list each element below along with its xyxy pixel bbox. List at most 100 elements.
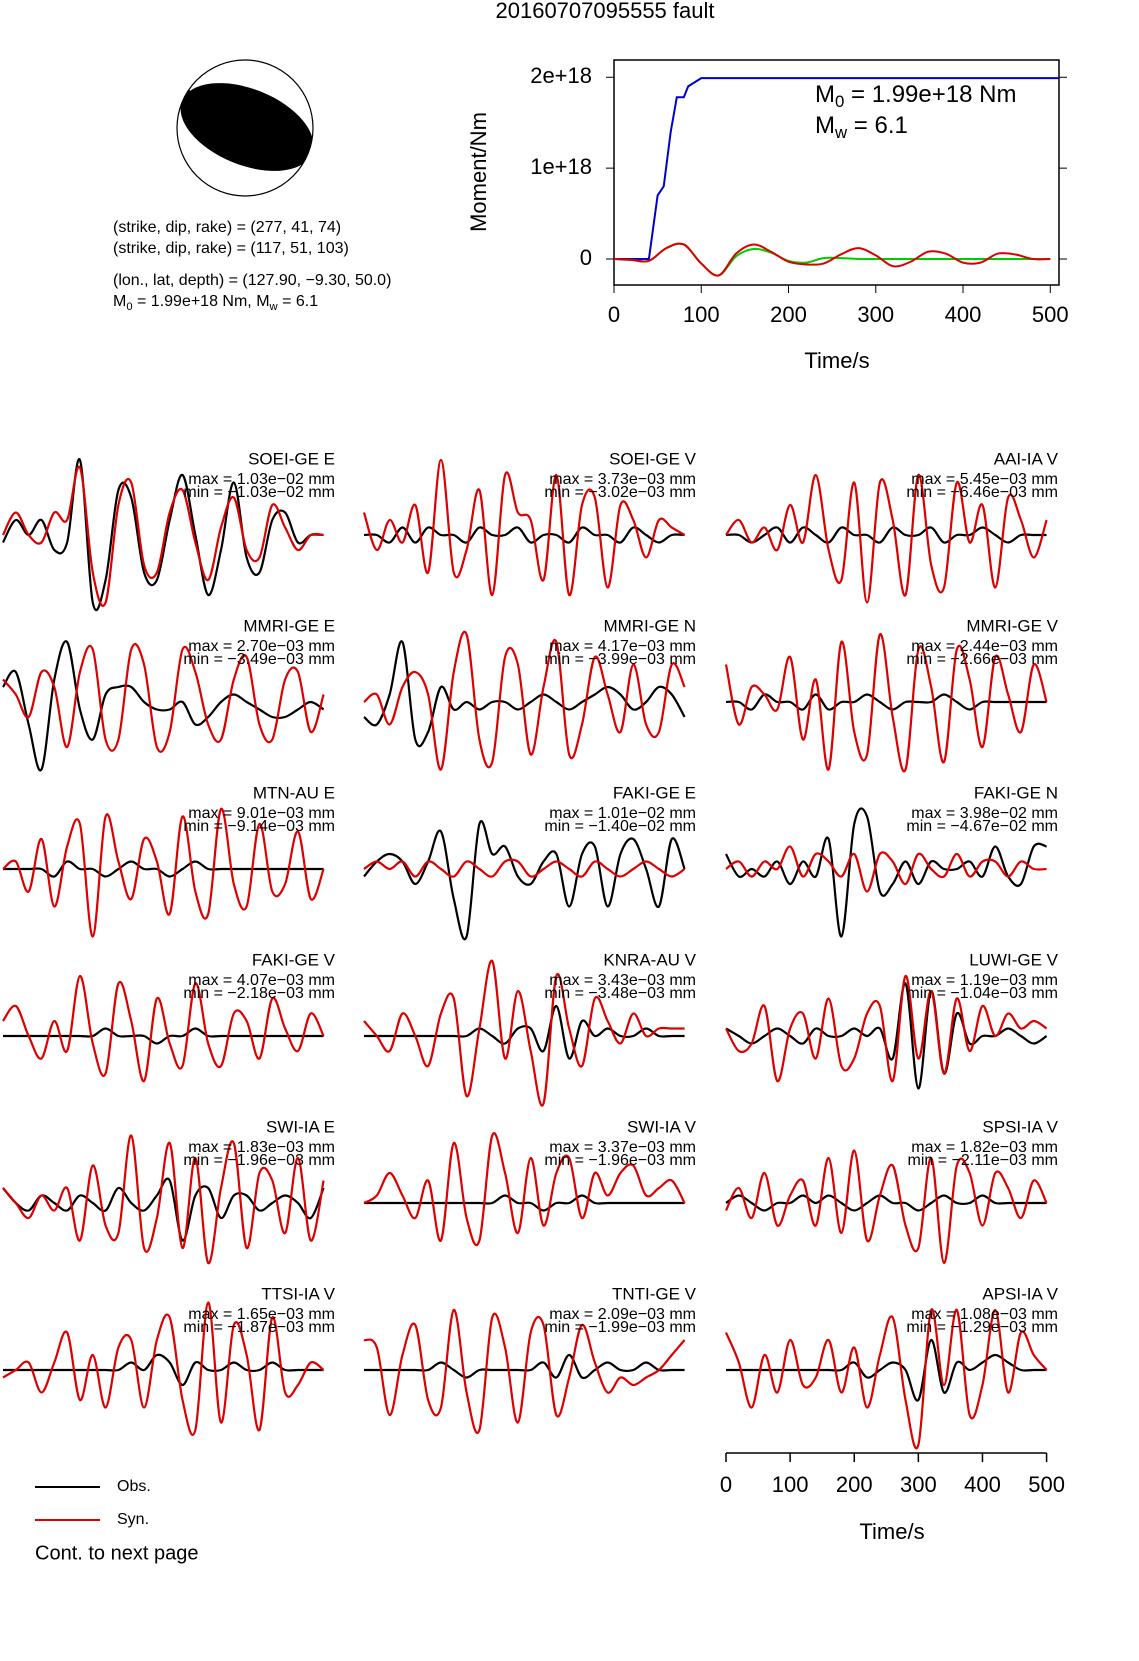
x-tick-label: 500 bbox=[1028, 1472, 1065, 1497]
text-part: = 1.99e+18 Nm bbox=[844, 81, 1016, 108]
station-label: SOEI-GE V bbox=[609, 449, 697, 468]
max-label: max = 2.09e−03 mm bbox=[549, 1306, 696, 1323]
station-label: TNTI-GE V bbox=[612, 1284, 697, 1303]
station-label: SPSI-IA V bbox=[982, 1117, 1058, 1136]
subscript: w bbox=[834, 124, 848, 143]
mechanism-line: (strike, dip, rake) = (117, 51, 103) bbox=[113, 240, 349, 257]
obs-trace bbox=[2, 640, 325, 772]
station-label: SOEI-GE E bbox=[248, 449, 335, 468]
station-label: FAKI-GE E bbox=[613, 783, 696, 802]
syn-trace bbox=[2, 974, 325, 1083]
max-label: max = 1.83e−03 mm bbox=[188, 1139, 335, 1156]
page-title: 20160707095555 fault bbox=[496, 0, 715, 23]
max-label: max = 4.17e−03 mm bbox=[549, 638, 696, 655]
syn-trace bbox=[725, 473, 1048, 604]
min-label: min = −1.96e−03 mm bbox=[544, 1152, 696, 1169]
text-part: = 6.1 bbox=[278, 293, 319, 310]
max-label: max = 4.07e−03 mm bbox=[188, 972, 335, 989]
station-label: KNRA-AU V bbox=[603, 950, 696, 969]
min-label: min = −3.49e−03 mm bbox=[183, 651, 335, 668]
obs-trace bbox=[725, 982, 1048, 1090]
max-label: max = 2.70e−03 mm bbox=[188, 638, 335, 655]
min-label: min = −3.48e−03 mm bbox=[544, 985, 696, 1002]
station-label: TTSI-IA V bbox=[261, 1284, 335, 1303]
syn-trace bbox=[2, 1301, 325, 1436]
station-label: SWI-IA V bbox=[627, 1117, 697, 1136]
station-label: MMRI-GE E bbox=[243, 616, 335, 635]
station-label: MMRI-GE N bbox=[603, 616, 696, 635]
x-tick-label: 300 bbox=[857, 302, 894, 327]
station-label: MMRI-GE V bbox=[966, 616, 1058, 635]
min-label: min = −1.03e−02 mm bbox=[183, 484, 335, 501]
min-label: min = −6.46e−03 mm bbox=[906, 484, 1058, 501]
obs-trace bbox=[3, 1027, 324, 1045]
obs-trace bbox=[2, 1177, 325, 1242]
max-label: max = 3.37e−03 mm bbox=[549, 1139, 696, 1156]
syn-trace bbox=[725, 974, 1048, 1083]
max-label: max = 1.08e−03 mm bbox=[911, 1306, 1058, 1323]
syn-trace bbox=[2, 643, 325, 753]
max-label: max = 3.43e−03 mm bbox=[549, 972, 696, 989]
min-label: min = −9.14e−03 mm bbox=[183, 818, 335, 835]
legend-label: Syn. bbox=[117, 1511, 149, 1528]
obs-trace bbox=[725, 1194, 1047, 1212]
syn-trace bbox=[363, 858, 686, 878]
syn-trace bbox=[725, 845, 1047, 893]
mechanism-line: (strike, dip, rake) = (277, 41, 74) bbox=[113, 219, 341, 236]
x-tick-label: 400 bbox=[945, 302, 982, 327]
x-tick-label: 0 bbox=[608, 302, 620, 327]
station-label: SWI-IA E bbox=[266, 1117, 335, 1136]
max-label: max = 3.73e−03 mm bbox=[549, 471, 696, 488]
annotation: M0 = 1.99e+18 Nm bbox=[815, 81, 1016, 111]
obs-trace bbox=[363, 1353, 685, 1380]
obs-trace bbox=[2, 1353, 324, 1387]
x-axis-label: Time/s bbox=[859, 1519, 924, 1544]
obs-trace bbox=[725, 693, 1047, 711]
subscript: 0 bbox=[835, 93, 844, 112]
syn-trace bbox=[2, 465, 324, 607]
max-label: max = 3.98e−02 mm bbox=[911, 805, 1058, 822]
syn-trace bbox=[2, 807, 325, 938]
plot-frame bbox=[613, 59, 1060, 286]
subscript: 0 bbox=[126, 301, 132, 313]
syn-trace bbox=[725, 1149, 1048, 1265]
x-tick-label: 300 bbox=[900, 1472, 937, 1497]
y-tick-label: 0 bbox=[580, 245, 592, 270]
text-part: = 6.1 bbox=[847, 112, 908, 139]
station-label: FAKI-GE V bbox=[252, 950, 336, 969]
station-label: MTN-AU E bbox=[253, 783, 335, 802]
x-tick-label: 200 bbox=[770, 302, 807, 327]
max-label: max = 1.65e−03 mm bbox=[188, 1306, 335, 1323]
x-tick-label: 200 bbox=[836, 1472, 873, 1497]
beachball bbox=[176, 59, 314, 197]
min-label: min = −1.40e−02 mm bbox=[544, 818, 696, 835]
syn-trace bbox=[724, 1308, 1048, 1450]
min-label: min = −1.99e−03 mm bbox=[544, 1319, 696, 1336]
mechanism-line: (lon., lat, depth) = (127.90, −9.30, 50.… bbox=[113, 272, 391, 289]
x-tick-label: 100 bbox=[683, 302, 720, 327]
syn-trace bbox=[363, 959, 685, 1107]
annotation: Mw = 6.1 bbox=[815, 112, 908, 142]
footer-note: Cont. to next page bbox=[35, 1542, 198, 1564]
min-label: min = −2.11e−03 mm bbox=[908, 1152, 1058, 1169]
min-label: min = −3.99e−03 mm bbox=[544, 651, 696, 668]
annotation: M0 = 1.99e+18 Nm, Mw = 6.1 bbox=[113, 293, 318, 313]
min-label: min = −1.29e−03 mm bbox=[906, 1319, 1058, 1336]
y-tick-label: 2e+18 bbox=[530, 63, 592, 88]
x-tick-label: 100 bbox=[772, 1472, 809, 1497]
text-part: M bbox=[815, 81, 835, 108]
min-label: min = −4.67e−02 mm bbox=[906, 818, 1058, 835]
station-label: AAI-IA V bbox=[994, 449, 1059, 468]
syn-trace bbox=[724, 633, 1048, 773]
obs-trace bbox=[363, 820, 686, 941]
obs-trace bbox=[725, 526, 1047, 544]
y-tick-label: 1e+18 bbox=[530, 154, 592, 179]
max-label: max = 2.44e−03 mm bbox=[911, 638, 1058, 655]
station-label: FAKI-GE N bbox=[974, 783, 1058, 802]
x-tick-label: 400 bbox=[964, 1472, 1001, 1497]
station-label: LUWI-GE V bbox=[969, 950, 1058, 969]
legend-label: Obs. bbox=[117, 1478, 151, 1495]
max-label: max = 5.45e−03 mm bbox=[911, 471, 1058, 488]
min-label: min = −2.18e−03 mm bbox=[183, 985, 335, 1002]
